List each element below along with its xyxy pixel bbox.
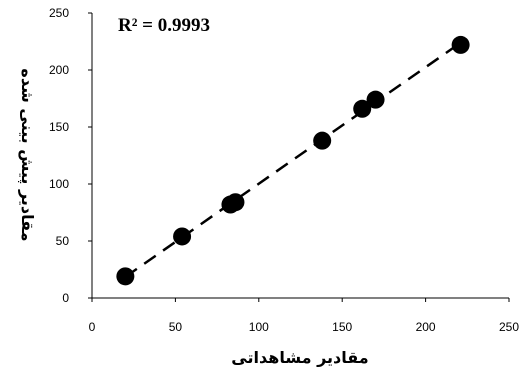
y-tick-label: 50 bbox=[56, 234, 70, 248]
y-tick-label: 250 bbox=[49, 6, 69, 20]
y-axis-title: مقادیر پیش بینی شده bbox=[17, 68, 37, 241]
x-tick-label: 0 bbox=[89, 320, 96, 334]
data-point bbox=[451, 35, 470, 54]
data-point bbox=[313, 131, 332, 150]
y-tick-label: 200 bbox=[49, 63, 69, 77]
r-squared-annotation: R² = 0.9993 bbox=[118, 15, 210, 36]
x-tick-label: 50 bbox=[169, 320, 183, 334]
x-tick-label: 100 bbox=[249, 320, 269, 334]
data-point bbox=[116, 267, 135, 286]
data-point bbox=[366, 90, 385, 109]
plot-area bbox=[88, 12, 510, 302]
y-tick-label: 100 bbox=[49, 177, 69, 191]
data-point bbox=[226, 193, 245, 212]
data-point bbox=[173, 227, 192, 246]
tick-labels: 0 50 100 150 200 250 0 50 100 150 200 250 bbox=[49, 6, 519, 334]
x-tick-label: 150 bbox=[332, 320, 352, 334]
x-axis-title: مقادیر مشاهداتی bbox=[231, 348, 368, 367]
x-tick-label: 200 bbox=[416, 320, 436, 334]
x-tick-label: 250 bbox=[499, 320, 519, 334]
y-tick-label: 150 bbox=[49, 120, 69, 134]
data-points bbox=[116, 35, 470, 286]
data-point bbox=[353, 99, 372, 118]
y-tick-label: 0 bbox=[62, 291, 69, 305]
